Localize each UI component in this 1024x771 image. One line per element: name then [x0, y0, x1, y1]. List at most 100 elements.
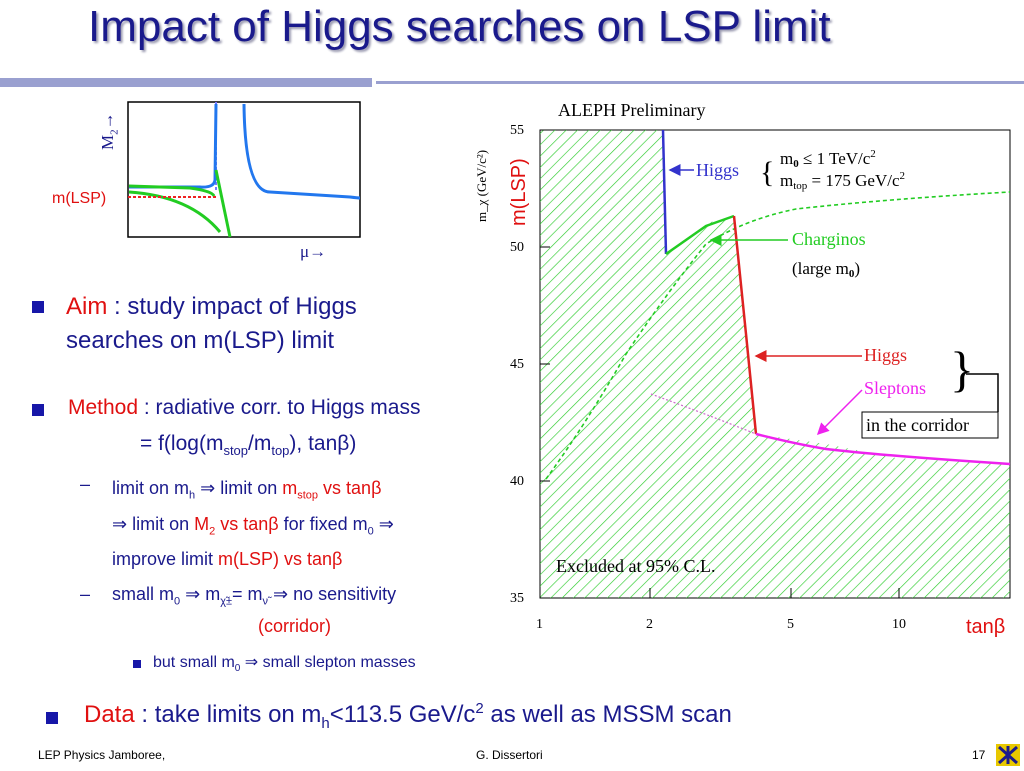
sub1-l2b: M: [194, 513, 210, 534]
aim-colon: :: [107, 293, 128, 320]
sub2-c-sub: ν̃: [262, 595, 269, 608]
higgs-mid-label: Higgs: [864, 345, 907, 365]
data-mid: <113.5 GeV/c: [329, 701, 476, 728]
corridor-label: in the corridor: [866, 415, 969, 435]
corridor-bracket: [966, 373, 999, 412]
sub1-b: ⇒ limit on: [195, 478, 283, 498]
data-sub: h: [321, 714, 330, 732]
x-tick-2: 2: [646, 617, 653, 632]
aim-key: Aim: [66, 293, 108, 320]
slepton-dotted: [650, 393, 757, 435]
sketch-plot: M2→ μ→ m(LSP): [40, 92, 370, 267]
aleph-plot: 55 50 45 40 35 1 2 5 10 ALEPH Preliminar…: [466, 94, 1024, 650]
sketch-lsp-label: m(LSP): [52, 190, 107, 207]
eq-post: ), tanβ): [289, 432, 357, 455]
cern-logo-icon: [996, 744, 1020, 766]
x-tick-1: 1: [536, 617, 543, 632]
sub2-dash: –: [80, 584, 91, 604]
sub1-l2e: ⇒: [373, 513, 394, 534]
higgs-top-label: Higgs: [696, 160, 739, 180]
sub1-c-sub: stop: [297, 489, 319, 502]
eq-sub1: stop: [223, 443, 249, 459]
sleptons-label: Sleptons: [864, 378, 926, 398]
sub2-c: = m: [232, 584, 263, 604]
aim-bullet-icon: [32, 301, 44, 313]
aleph-plot-svg: 55 50 45 40 35 1 2 5 10 ALEPH Preliminar…: [474, 100, 1011, 632]
sub2-b: ⇒ m: [180, 584, 221, 604]
plot-header: ALEPH Preliminary: [558, 100, 705, 120]
sketch-y-label: M2→: [94, 92, 120, 152]
x-tick-5: 5: [787, 617, 794, 632]
corridor-box: [861, 411, 999, 439]
method-equation: = f(log(mstop/mtop), tanβ): [140, 432, 356, 458]
data-key: Data: [84, 701, 135, 728]
sub1-a: limit on m: [112, 478, 190, 498]
sub1-c: m: [282, 478, 298, 498]
y-tick-40: 40: [510, 474, 524, 489]
excluded-label: Excluded at 95% C.L.: [556, 556, 715, 576]
y-axis-label: m_χ (GeV/c²): [474, 150, 489, 222]
page-title: Impact of Higgs searches on LSP limit: [88, 2, 831, 51]
eq-mid: /m: [248, 432, 272, 455]
sketch-y-text: M: [98, 134, 117, 150]
data-bullet-icon: [46, 712, 58, 724]
y-tick-50: 50: [510, 240, 524, 255]
footer-left: LEP Physics Jamboree,: [38, 748, 166, 762]
aim-text: Aim : study impact of Higgs searches on …: [66, 290, 357, 358]
sub3-a: but small m: [153, 654, 235, 671]
sub1-l2b-wrap: M2 vs tanβ: [194, 513, 279, 538]
sketch-y-sub: 2: [108, 129, 121, 135]
x-overlay: tanβ: [966, 616, 1006, 638]
method-bullet-icon: [32, 404, 44, 416]
charginos-label: Charginos: [792, 229, 866, 249]
y-overlay-wrap: m(LSP): [506, 94, 536, 234]
y-tick-35: 35: [510, 591, 524, 606]
sub1-l2b-sub: 2: [209, 525, 216, 538]
data-post: as well as MSSM scan: [483, 701, 732, 728]
large-m0-label: (large m0): [792, 259, 860, 280]
method-rest: : radiative corr. to Higgs mass: [138, 396, 421, 419]
sub1-c-wrap: mstop vs tanβ: [282, 478, 381, 502]
aim-line2: searches on m(LSP) limit: [66, 327, 335, 354]
sketch-svg: [127, 101, 361, 238]
aim-line1: study impact of Higgs: [127, 293, 357, 320]
eq-pre: = f(log(m: [140, 432, 224, 455]
y-tick-45: 45: [510, 357, 524, 372]
method-text: Method : radiative corr. to Higgs mass: [68, 396, 420, 420]
sub3-b: ⇒ small slepton masses: [240, 654, 416, 671]
sub1-l3b: m(LSP) vs tanβ: [218, 549, 343, 570]
sub2-a: small m: [112, 584, 174, 604]
data-pre: : take limits on m: [134, 701, 322, 728]
sub3-a-sub: 0: [234, 663, 241, 675]
sub3-bullet-icon: [133, 660, 141, 668]
sub1-dash: –: [80, 474, 91, 494]
title-underline-thin: [376, 81, 1024, 84]
chargino-solid: [665, 214, 735, 256]
param1: m0 ≤ 1 TeV/c2: [780, 148, 876, 170]
param2: mtop = 175 GeV/c2: [780, 170, 905, 192]
data-text: Data : take limits on mh<113.5 GeV/c2 as…: [84, 700, 732, 732]
y-overlay: m(LSP): [508, 158, 530, 226]
sub1-l2d: for fixed m: [278, 513, 368, 534]
sub1-a-sub: h: [189, 489, 196, 502]
sub1-l3a: improve limit: [112, 549, 219, 570]
param-brace: {: [760, 156, 774, 189]
sub3-text: but small m0 ⇒ small slepton masses: [153, 652, 416, 674]
sub2-corridor: (corridor): [258, 616, 332, 636]
title-underline-thick: [0, 78, 372, 87]
sub1-l2c: vs tanβ: [215, 513, 279, 534]
higgs-blue-line: [661, 129, 668, 255]
y-tick-55: 55: [510, 123, 524, 138]
sub2-d: ⇒ no sensitivity: [268, 584, 397, 604]
sleptons-arrow: [816, 389, 863, 436]
x-tick-10: 10: [892, 617, 906, 632]
sub1-text: limit on mh ⇒ limit on mstop vs tanβ ⇒ l…: [112, 474, 394, 573]
sub1-l2d-sub: 0: [367, 525, 374, 538]
footer-center: G. Dissertori: [476, 748, 543, 762]
slepton-line: [755, 432, 1011, 466]
excluded-region: [540, 130, 1010, 598]
method-key: Method: [68, 396, 139, 419]
sub1-l2a: ⇒ limit on: [112, 513, 195, 534]
data-sup: 2: [475, 700, 484, 717]
footer-page: 17: [972, 748, 986, 762]
